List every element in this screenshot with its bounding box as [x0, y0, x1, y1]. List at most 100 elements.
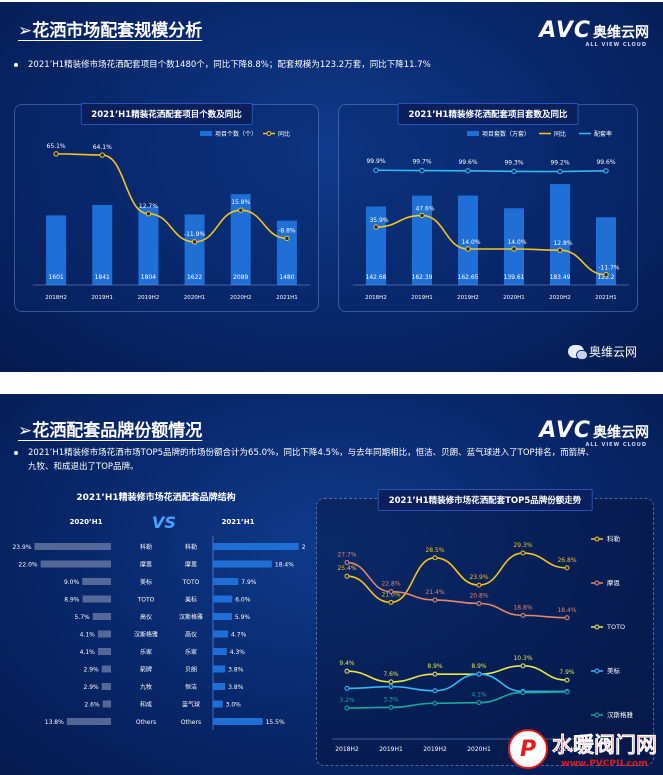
bar [550, 184, 570, 285]
x-tick-label: 2018H2 [45, 295, 67, 301]
watermark: P 水暖阀门网 www.PVCPU.com [508, 729, 657, 769]
x-tick-label: 2018H2 [335, 746, 359, 753]
data-label: 14.0% [461, 239, 480, 246]
x-tick-label: 2020H1 [184, 295, 206, 301]
bar-label-right: 3.8% [228, 684, 244, 691]
brand-label-left: 高仪 [140, 613, 152, 621]
bar-right [213, 700, 223, 708]
chart-title: 2021’H1精装修市场花洒配套TOP5品牌份额走势 [377, 489, 593, 511]
data-label: 99.2% [550, 160, 569, 167]
brand-label-left: 美标 [140, 578, 152, 586]
bar-right [213, 613, 232, 620]
series-point [476, 671, 482, 677]
x-tick-label: 2018H2 [365, 295, 387, 301]
page-title: ➢花洒市场配套规模分析 [18, 21, 203, 41]
brand-label-right: 科勒 [185, 543, 197, 551]
series-line [346, 561, 568, 619]
brand-label-left: 摩恩 [140, 561, 152, 569]
data-label: 9.4% [339, 660, 355, 667]
watermark-logo-icon: P [508, 729, 548, 769]
bar-label-left: 8.9% [64, 597, 80, 604]
legend-label: 项目套数（万套） [482, 130, 530, 138]
bar-right [213, 648, 227, 655]
logo-cn: 奥维云网 [593, 425, 649, 441]
series-point [419, 212, 425, 219]
bar-right [213, 595, 233, 603]
bar-label-left: 4.1% [80, 649, 96, 656]
data-label: 8.9% [471, 663, 487, 670]
panel-brand-structure: 2021’H1精装修市场花洒配套品牌结构 2020’H1 VS 2021’H1 23.… [6, 490, 321, 733]
bar [458, 195, 478, 285]
slide-brand-share: ➢花洒配套品牌份额情况 AVC 奥维云网 ALL VIEW CLOUD 2021’… [0, 394, 663, 775]
brand-label-right: 乐家 [185, 648, 197, 656]
bar-label: 162.65 [458, 274, 479, 281]
series-point [557, 168, 563, 175]
legend-swatch [594, 536, 600, 542]
series-line [375, 169, 607, 173]
bar-right [213, 683, 226, 690]
bar-right [213, 630, 229, 638]
legend-label: TOTO [606, 623, 625, 631]
legend-label: 美标 [607, 666, 621, 675]
data-label: 7.6% [383, 671, 399, 678]
legend-swatch [467, 131, 479, 136]
bar-label: 1622 [187, 274, 202, 281]
bullet-text: 2021’H1精装修市场花洒市场TOP5品牌的市场份额合计为65.0%，同比下降… [14, 446, 594, 474]
data-label: 22.8% [381, 581, 400, 588]
series-point [419, 167, 425, 174]
brand-label-right: 摩恩 [185, 561, 197, 569]
legend-swatch [594, 668, 600, 674]
x-tick-label: 2020H2 [230, 295, 252, 301]
data-label: 28.5% [425, 547, 444, 554]
bar-right [213, 665, 226, 673]
series-point [520, 612, 526, 618]
brand-label-left: TOTO [137, 597, 155, 604]
bar-label: 183.49 [550, 274, 571, 281]
bar-label-left: 13.8% [45, 719, 64, 726]
logo-cn: 奥维云网 [593, 25, 649, 41]
x-tick-label: 2019H1 [91, 295, 113, 301]
data-label: 99.9% [366, 158, 385, 165]
vs-label: VS [152, 513, 176, 532]
series-point [344, 573, 350, 579]
brand-label-right: 高仪 [185, 631, 197, 639]
series-point [344, 685, 350, 691]
bar-label: 142.68 [366, 274, 387, 281]
data-label: 99.3% [504, 159, 523, 166]
bar-label-left: 4.1% [80, 632, 96, 639]
bar-left [66, 718, 111, 725]
panel-top5-trend: 2021’H1精装修市场花洒配套TOP5品牌份额走势 2018H2 2019H1 2… [316, 489, 654, 766]
series-point [344, 560, 350, 566]
series-point [603, 272, 609, 278]
data-label: 99.7% [412, 159, 431, 166]
data-label: 64.1% [93, 144, 112, 151]
bar-label: 1601 [48, 274, 63, 281]
x-tick-label: 2021H1 [595, 295, 617, 301]
bar-left [82, 578, 111, 585]
series-point [476, 582, 482, 588]
legend-label: 同比 [278, 130, 290, 138]
x-tick-label: 2020H2 [549, 295, 571, 301]
bar-label: 1804 [141, 274, 156, 281]
series-point [557, 247, 563, 253]
bar [138, 206, 159, 285]
series-point [388, 704, 394, 710]
series-point [344, 705, 350, 711]
page-title: ➢花洒配套品牌份额情况 [18, 421, 203, 441]
bar-left [40, 560, 111, 568]
x-tick-label: 2019H1 [411, 295, 433, 301]
data-label: 65.1% [47, 143, 66, 150]
bar-left [101, 683, 111, 690]
bar-left [97, 630, 111, 638]
bar-label-right: 5.9% [235, 614, 251, 621]
bar-label-left: 22.0% [19, 562, 38, 569]
brand-label-right: 汉斯格雅 [179, 613, 203, 621]
series-point [388, 679, 394, 685]
series-point [388, 684, 394, 690]
series-line [346, 552, 568, 604]
data-label: 15.8% [231, 199, 250, 206]
series-point [564, 689, 570, 695]
legend-label: 同比 [554, 130, 566, 138]
series-point [432, 597, 438, 603]
data-label: 4.1% [471, 692, 487, 699]
